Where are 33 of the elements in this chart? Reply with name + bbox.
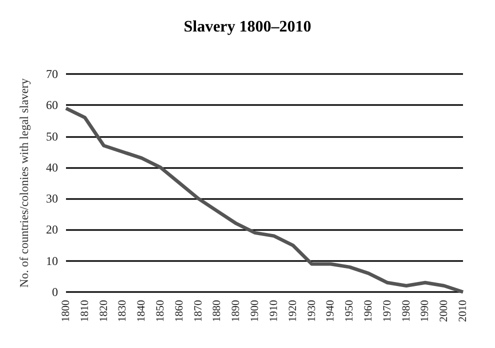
- x-tick-label: 1830: [116, 300, 129, 322]
- x-tick-label: 1900: [249, 300, 262, 322]
- y-tick-label: 30: [46, 192, 58, 206]
- line-series: [64, 106, 465, 294]
- y-tick-label: 20: [46, 222, 58, 237]
- y-tick-label: 0: [52, 285, 58, 299]
- x-tick-label: 1940: [324, 300, 337, 322]
- x-tick-label: 1990: [419, 300, 432, 322]
- x-tick-label: 1820: [98, 300, 110, 322]
- x-tick-label: 2010: [457, 300, 469, 322]
- x-tick-label: 1890: [230, 300, 242, 322]
- y-axis-title: No. of countries/colonies with legal slavery: [17, 78, 31, 288]
- x-tick-label: 1870: [192, 300, 204, 322]
- y-tick-label: 10: [46, 254, 58, 268]
- x-tick-label: 1800: [60, 300, 72, 322]
- y-tick-label: 40: [46, 160, 58, 174]
- x-tick-label: 1840: [136, 300, 148, 322]
- x-tick-label: 1980: [400, 300, 412, 322]
- y-tick-label: 60: [46, 98, 58, 112]
- x-tick-label: 1910: [268, 300, 280, 322]
- x-tick-label: 1810: [78, 300, 91, 322]
- x-tick-label: 1930: [306, 300, 318, 322]
- chart-title: Slavery 1800–2010: [184, 18, 312, 36]
- x-tick-label: 1920: [286, 300, 299, 322]
- y-tick-label: 50: [46, 129, 58, 144]
- x-tick-label: 1950: [344, 300, 356, 322]
- x-tick-label: 1960: [362, 300, 374, 322]
- x-tick-label: 1880: [211, 300, 224, 322]
- x-tick-label: 1860: [173, 300, 186, 322]
- x-tick-label: 2000: [438, 300, 450, 322]
- x-tick-label: 1970: [381, 300, 394, 322]
- y-tick-label: 70: [46, 67, 58, 81]
- x-tick-label: 1850: [154, 300, 167, 322]
